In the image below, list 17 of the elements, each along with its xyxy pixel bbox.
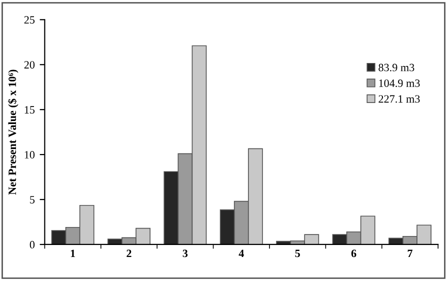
y-tick-label: 5	[30, 196, 35, 204]
legend-label: 83.9 m3	[378, 64, 414, 72]
x-tick-label: 1	[70, 250, 75, 258]
y-tick-label: 25	[24, 16, 35, 24]
x-tick-label: 7	[408, 250, 412, 258]
x-tick-label: 6	[351, 250, 356, 258]
y-tick-label: 10	[24, 151, 35, 159]
x-tick-label: 4	[238, 250, 244, 258]
legend-label: 104.9 m3	[379, 79, 420, 88]
x-tick-label: 3	[182, 250, 188, 258]
x-tick-label: 5	[295, 250, 300, 258]
y-axis-title: Net Present Value ($ x 10⁶)	[8, 70, 18, 195]
x-tick-label: 2	[126, 250, 132, 258]
y-tick-label: 0	[30, 240, 35, 248]
y-tick-label: 15	[24, 106, 35, 114]
legend-label: 227.1 m3	[378, 95, 420, 103]
y-tick-label: 20	[24, 61, 35, 69]
